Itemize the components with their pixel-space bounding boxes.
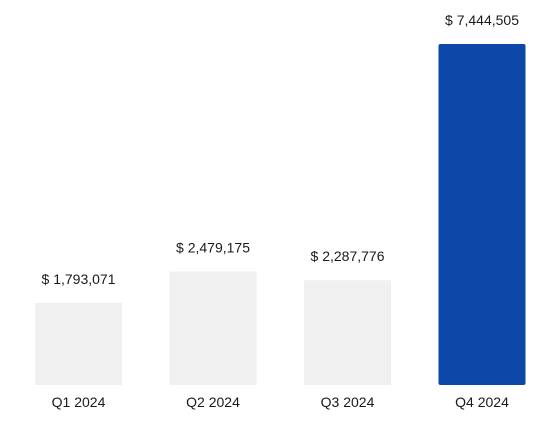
bar-q3-2024 xyxy=(304,280,391,385)
x-tick-label-q1-2024: Q1 2024 xyxy=(52,394,106,410)
data-label-q4-2024: $ 7,444,505 xyxy=(445,12,519,28)
x-tick-label-q3-2024: Q3 2024 xyxy=(321,394,375,410)
data-label-q3-2024: $ 2,287,776 xyxy=(311,248,385,264)
bars-layer xyxy=(35,44,526,385)
x-tick-label-q4-2024: Q4 2024 xyxy=(455,394,509,410)
x-tick-label-q2-2024: Q2 2024 xyxy=(186,394,240,410)
x-axis-tick-labels: Q1 2024 Q2 2024 Q3 2024 Q4 2024 xyxy=(52,394,509,410)
bar-q4-2024 xyxy=(438,44,526,385)
value-labels-layer: $ 1,793,071 $ 2,479,175 $ 2,287,776 $ 7,444… xyxy=(42,12,520,287)
data-label-q1-2024: $ 1,793,071 xyxy=(42,271,116,287)
bar-q1-2024 xyxy=(35,302,122,385)
bar-q2-2024 xyxy=(169,271,257,385)
data-label-q2-2024: $ 2,479,175 xyxy=(176,239,250,255)
